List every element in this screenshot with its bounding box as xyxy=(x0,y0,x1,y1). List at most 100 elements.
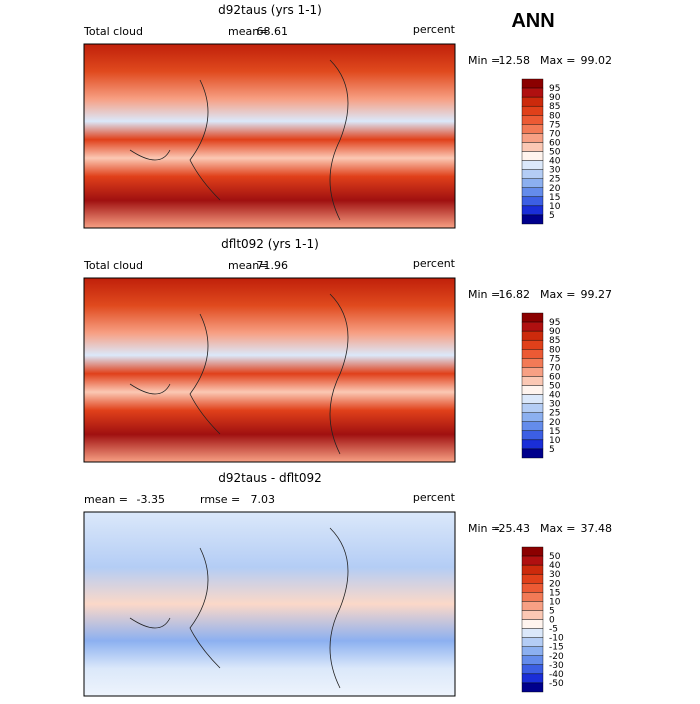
colorbar-label: -50 xyxy=(549,679,564,689)
colorbar-label: 40 xyxy=(549,157,561,167)
colorbar-label: 10 xyxy=(549,436,561,446)
colorbar-box xyxy=(521,573,544,584)
colorbar-box xyxy=(521,682,544,693)
units: percent xyxy=(413,491,456,504)
mean-label: mean= xyxy=(228,25,268,38)
colorbar-label: 70 xyxy=(549,129,561,139)
colorbar-box xyxy=(521,339,544,350)
colorbar-box xyxy=(521,78,544,89)
colorbar-box xyxy=(521,169,544,179)
colorbar-label: 95 xyxy=(549,318,560,328)
colorbar-label: -30 xyxy=(549,661,564,671)
units: percent xyxy=(413,257,456,270)
colorbar-label: 85 xyxy=(549,102,560,112)
panel-title: d92taus (yrs 1-1) xyxy=(218,3,322,17)
colorbar-label: 40 xyxy=(549,391,561,401)
rmse-label: rmse = xyxy=(200,493,240,506)
colorbar-box xyxy=(521,412,544,422)
colorbar-box xyxy=(521,555,544,566)
colorbar-label: 25 xyxy=(549,175,560,185)
colorbar-box xyxy=(521,439,544,450)
colorbar-label: 70 xyxy=(549,363,561,373)
colorbar-label: 75 xyxy=(549,120,560,130)
colorbar-label: 80 xyxy=(549,111,561,121)
colorbar-box xyxy=(521,205,544,216)
colorbar-label: 95 xyxy=(549,84,560,94)
colorbar-label: 5 xyxy=(549,606,555,616)
min-value: 16.82 xyxy=(499,288,531,301)
colorbar-label: 40 xyxy=(549,561,561,571)
colorbar-box xyxy=(521,178,544,188)
max-value: 99.27 xyxy=(581,288,613,301)
colorbar-box xyxy=(521,564,544,575)
colorbar-label: 20 xyxy=(549,579,561,589)
mean-value: -3.35 xyxy=(137,493,165,506)
colorbar-label: 10 xyxy=(549,597,561,607)
colorbar-label: 50 xyxy=(549,382,561,392)
colorbar-box xyxy=(521,583,544,593)
colorbar-box xyxy=(521,376,544,386)
colorbar-label: 20 xyxy=(549,418,561,428)
colorbar-label: 5 xyxy=(549,211,555,221)
colorbar-label: 80 xyxy=(549,345,561,355)
colorbar-label: 90 xyxy=(549,93,561,103)
colorbar-box xyxy=(521,385,544,395)
colorbar-label: 50 xyxy=(549,148,561,158)
max-label: Max = xyxy=(540,54,575,67)
colorbar-box xyxy=(521,349,544,359)
map xyxy=(83,277,456,463)
max-label: Max = xyxy=(540,522,575,535)
mean-label: mean= xyxy=(228,259,268,272)
colorbar-label: 75 xyxy=(549,354,560,364)
colorbar-label: -15 xyxy=(549,643,564,653)
colorbar-label: 50 xyxy=(549,552,561,562)
colorbar-label: 0 xyxy=(549,616,555,626)
coastline xyxy=(129,527,349,689)
colorbar-label: 5 xyxy=(549,445,555,455)
min-label: Min = xyxy=(468,54,500,67)
colorbar-box xyxy=(521,601,544,611)
colorbar-box xyxy=(521,87,544,98)
colorbar-box xyxy=(521,105,544,116)
min-label: Min = xyxy=(468,522,500,535)
colorbar-box xyxy=(521,610,544,620)
map xyxy=(83,511,456,697)
colorbar-label: -5 xyxy=(549,625,558,635)
colorbar-label: 60 xyxy=(549,138,561,148)
colorbar-box xyxy=(521,646,544,656)
colorbar-box xyxy=(521,394,544,404)
colorbar-box xyxy=(521,664,544,675)
colorbar-box xyxy=(521,628,544,638)
map xyxy=(83,43,456,229)
colorbar-box xyxy=(521,430,544,441)
min-label: Min = xyxy=(468,288,500,301)
panel-title: dflt092 (yrs 1-1) xyxy=(221,237,319,251)
min-value: -25.43 xyxy=(495,522,530,535)
colorbar-box xyxy=(521,448,544,459)
colorbar-box xyxy=(521,367,544,377)
max-value: 37.48 xyxy=(581,522,613,535)
colorbar-box xyxy=(521,546,544,557)
colorbar-box xyxy=(521,358,544,368)
max-value: 99.02 xyxy=(581,54,613,67)
colorbar-box xyxy=(521,321,544,332)
colorbar-box xyxy=(521,673,544,684)
colorbar-box xyxy=(521,637,544,647)
colorbar-label: 30 xyxy=(549,166,561,176)
colorbar-label: 30 xyxy=(549,400,561,410)
mean-value: 68.61 xyxy=(257,25,289,38)
left-label: Total cloud xyxy=(83,25,143,38)
panel-title: d92taus - dflt092 xyxy=(218,471,322,485)
colorbar-label: -10 xyxy=(549,634,564,644)
colorbar-box xyxy=(521,196,544,207)
colorbar-label: 25 xyxy=(549,409,560,419)
colorbar-box xyxy=(521,124,544,134)
colorbar-box xyxy=(521,160,544,170)
left-label: mean = xyxy=(84,493,128,506)
figure-title: ANN xyxy=(511,10,554,32)
rmse-value: 7.03 xyxy=(251,493,276,506)
colorbar-label: 10 xyxy=(549,202,561,212)
colorbar-box xyxy=(521,619,544,629)
coastline xyxy=(129,59,349,221)
colorbar-label: 30 xyxy=(549,570,561,580)
